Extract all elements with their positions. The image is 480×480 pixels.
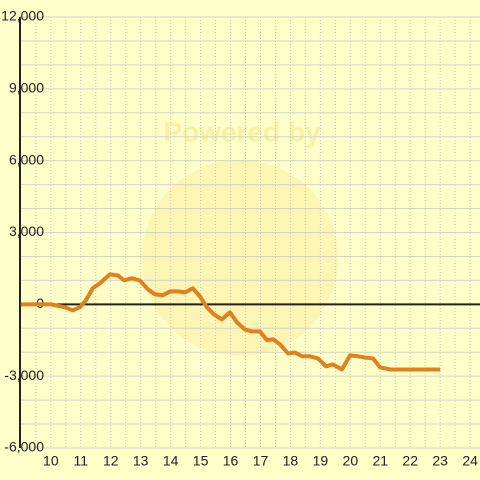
x-tick-label: 16 [223,453,239,469]
x-tick-label: 20 [343,453,359,469]
x-tick-label: 19 [313,453,329,469]
y-tick-label: 9,000 [9,80,44,96]
watermark: Powered by [163,116,321,147]
x-tick-label: 22 [402,453,418,469]
y-tick-label: -3,000 [4,367,44,383]
x-tick-label: 15 [193,453,209,469]
x-tick-label: 17 [253,453,269,469]
x-tick-label: 21 [372,453,388,469]
x-tick-label: 11 [74,453,89,469]
x-tick-label: 18 [283,453,299,469]
x-tick-label: 13 [133,453,149,469]
x-tick-label: 23 [432,453,448,469]
line [20,272,441,372]
y-tick-label: 6,000 [9,151,44,167]
x-tick-label: 14 [163,453,179,469]
y-tick-label: 12,000 [1,8,44,24]
y-tick-label: -6,000 [4,439,44,455]
x-tick-label: 12 [103,453,119,469]
x-tick-label: 24 [462,453,478,469]
x-tick-label: 10 [43,453,59,469]
y-tick-label: 3,000 [9,223,44,239]
